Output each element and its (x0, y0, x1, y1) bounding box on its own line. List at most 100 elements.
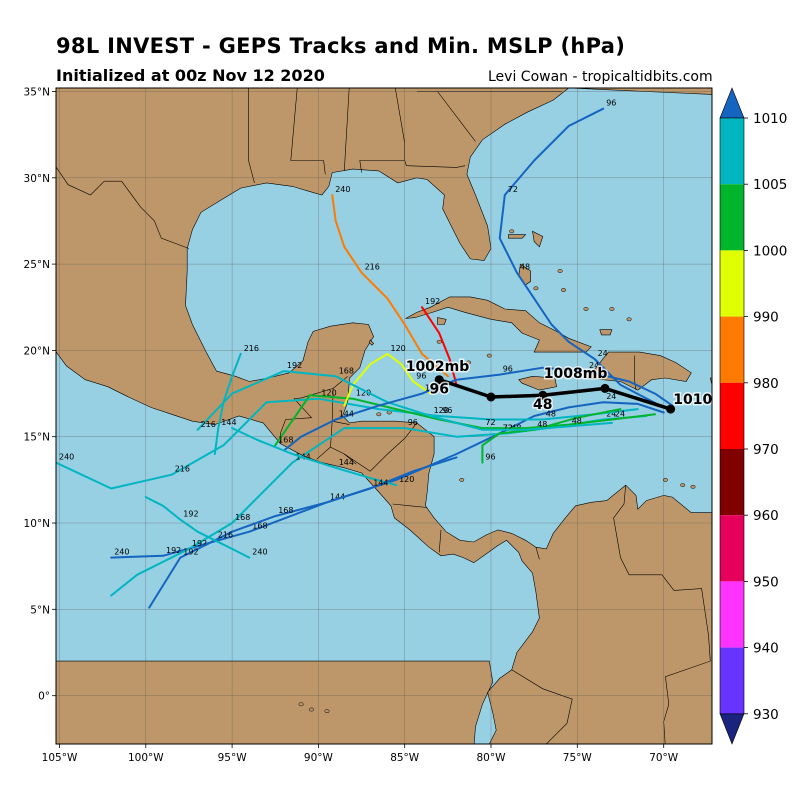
lon-tick-label: 95°W (218, 752, 248, 764)
mean-track-point (600, 383, 610, 393)
forecast-hour-label: 48 (520, 263, 530, 272)
colorbar-segment (720, 382, 744, 449)
colorbar-tick-label: 1000 (753, 243, 787, 259)
colorbar-segment (720, 449, 744, 516)
mean-track-point (486, 392, 496, 402)
colorbar-bottom-arrow (719, 713, 745, 745)
land-inagua (599, 329, 613, 336)
map-title: 98L INVEST - GEPS Tracks and Min. MSLP (… (56, 34, 626, 58)
small-island (486, 353, 492, 358)
colorbar-segment (720, 184, 744, 251)
lat-tick-label: 20°N (24, 345, 50, 357)
lon-tick-label: 75°W (563, 752, 593, 764)
small-island (557, 269, 563, 273)
forecast-hour-label: 24 (589, 361, 599, 370)
colorbar-tick-label: 1010 (753, 111, 787, 127)
colorbar-segment (720, 250, 744, 317)
colorbar-tick-label: 1005 (753, 177, 787, 193)
forecast-hour-label: 24 (615, 410, 625, 419)
forecast-hour-label: 240 (114, 548, 129, 557)
lon-tick-label: 100°W (128, 752, 164, 764)
lat-tick-label: 0° (38, 691, 50, 703)
forecast-hour-label: 120 (356, 389, 371, 398)
forecast-hour-label: 48 (537, 420, 547, 429)
political-border (290, 88, 326, 175)
forecast-hour-label: 120 (434, 406, 449, 415)
forecast-hour-label: 120 (399, 475, 414, 484)
member-track (56, 397, 639, 490)
small-island (309, 707, 314, 712)
small-island (583, 307, 589, 311)
political-border (437, 91, 476, 142)
colorbar-tick-label: 960 (753, 508, 779, 524)
political-border (633, 355, 637, 391)
colorbar-segment (720, 515, 744, 582)
small-island (662, 478, 668, 482)
forecast-hour-label: 120 (321, 389, 336, 398)
mean-track-label: 1008mb (544, 366, 608, 382)
member-track (148, 456, 458, 609)
forecast-hour-label: 144 (373, 479, 388, 488)
lat-tick-label: 15°N (24, 432, 50, 444)
colorbar-tick-label: 940 (753, 641, 779, 657)
land-jamaica (518, 375, 557, 391)
forecast-hour-label: 216 (201, 420, 216, 429)
small-island (680, 483, 686, 487)
ensemble-tracks: 24 48 72 96 24 72 144 168 192 240 24 48 96 144 168 192 4… (56, 99, 674, 609)
forecast-hour-label: 216 (175, 465, 190, 474)
member-track (213, 352, 242, 455)
forecast-hour-label: 96 (416, 372, 426, 381)
small-island (782, 390, 786, 393)
colorbar-segment (720, 581, 744, 648)
political-border (280, 376, 348, 444)
member-track (231, 427, 398, 487)
axis-labels: 35°N 30°N 25°N 20°N 15°N 10°N 5°N 0° 105°W 100°W 9… (24, 87, 679, 765)
forecast-hour-label: 120 (425, 384, 440, 393)
forecast-hour-label: 24 (598, 349, 608, 358)
colorbar-segment (720, 118, 744, 185)
lat-tick-label: 10°N (24, 518, 50, 530)
mean-track: 1010mb 1008mb 1002mb 48 96 (404, 358, 712, 415)
colorbar-tick-label: 980 (753, 376, 779, 392)
colorbar-segment (720, 316, 744, 383)
forecast-hour-label: 168 (278, 506, 293, 515)
lon-tick-label: 90°W (304, 752, 334, 764)
forecast-hour-label: 96 (503, 365, 513, 374)
lon-tick-label: 85°W (390, 752, 420, 764)
small-island (459, 478, 465, 482)
forecast-hour-label: 240 (252, 548, 267, 557)
member-track (282, 366, 674, 452)
forecast-hour-label: 144 (330, 492, 345, 501)
map-frame (55, 87, 713, 745)
forecast-hour-label: 240 (59, 453, 74, 462)
land-cuba (405, 296, 592, 353)
pressure-colorbar: 1010 1005 1000 990 980 970 960 950 940 930 (719, 87, 787, 745)
mean-track-label: 1002mb (406, 359, 470, 375)
political-border (613, 485, 711, 744)
political-border (344, 88, 350, 171)
member-track (110, 401, 665, 559)
small-island (609, 307, 615, 311)
colorbar-segment (720, 647, 744, 714)
colorbar-tick-label: 950 (753, 574, 779, 590)
lon-tick-label: 70°W (649, 752, 679, 764)
land-abaco (532, 230, 544, 248)
small-island (751, 137, 755, 140)
small-island (436, 339, 442, 344)
member-track (196, 370, 613, 431)
small-island (533, 286, 539, 291)
mean-track-point (666, 404, 676, 414)
colorbar-tick-label: 990 (753, 310, 779, 326)
land-north-america (56, 88, 712, 744)
forecast-hour-label: 24 (606, 392, 616, 401)
lat-tick-label: 25°N (24, 259, 50, 271)
colorbar-frame (719, 117, 745, 715)
political-border (511, 669, 573, 744)
member-track (331, 194, 449, 378)
political-border (404, 160, 466, 168)
land-grand-bahama (507, 234, 527, 239)
forecast-hour-label: 192 (166, 546, 181, 555)
forecast-hour-label: 24 (606, 410, 616, 419)
land-cozumel (368, 339, 375, 346)
